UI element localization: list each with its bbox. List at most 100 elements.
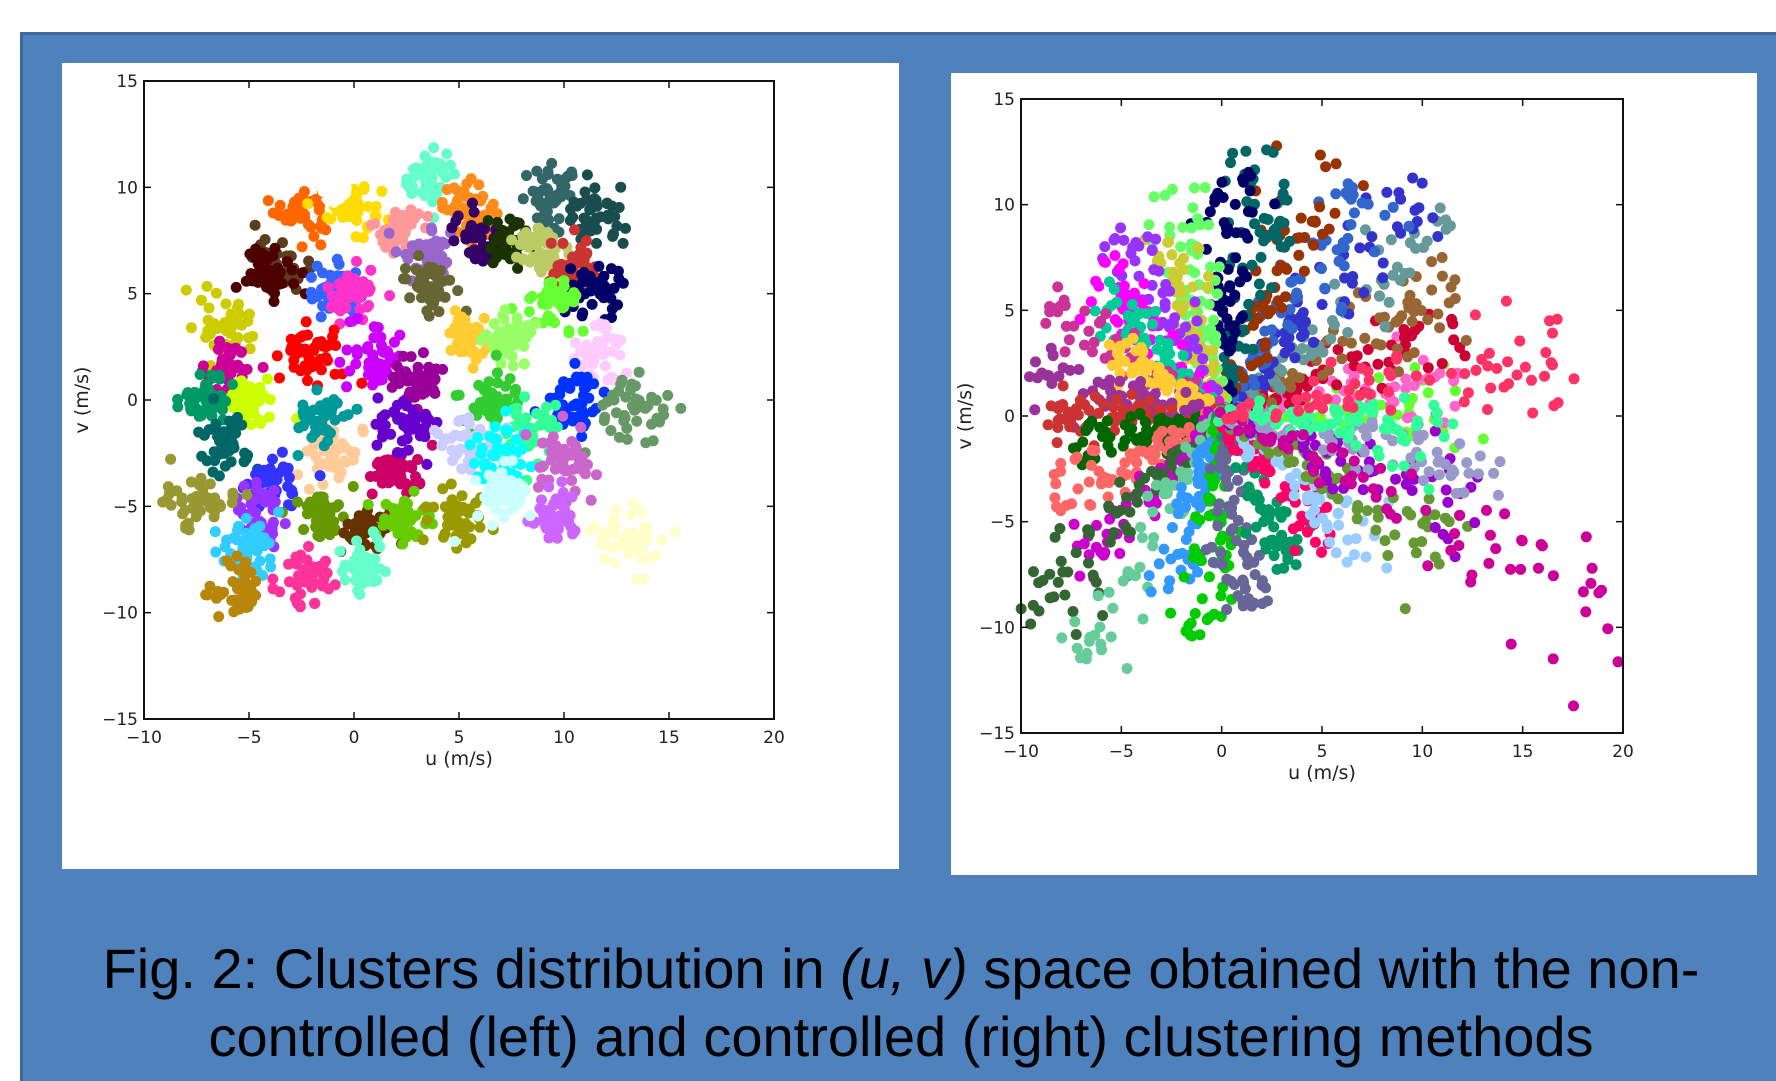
y-tick-label: −15 [102, 710, 138, 730]
scatter-point [463, 503, 475, 515]
scatter-point [1406, 315, 1418, 327]
scatter-point [1130, 345, 1142, 357]
scatter-point [455, 430, 467, 442]
scatter-point [323, 583, 335, 595]
scatter-point [308, 230, 320, 242]
scatter-point [319, 411, 331, 423]
scatter-point [1249, 569, 1261, 581]
scatter-point [547, 431, 559, 443]
scatter-point [1060, 320, 1072, 332]
scatter-point [1299, 232, 1311, 243]
scatter-point [1324, 536, 1336, 548]
scatter-point [627, 497, 639, 509]
scatter-point [1266, 324, 1278, 336]
scatter-point [1080, 653, 1092, 665]
scatter-point [446, 444, 458, 456]
scatter-point [468, 345, 480, 357]
scatter-point [1580, 531, 1592, 543]
scatter-point [635, 401, 646, 413]
scatter-point [1157, 287, 1169, 299]
scatter-point [311, 500, 323, 512]
scatter-point [550, 493, 562, 505]
scatter-point [1117, 403, 1129, 415]
scatter-point [449, 536, 461, 547]
scatter-point [1247, 343, 1259, 355]
scatter-point [1421, 235, 1433, 247]
scatter-point [163, 488, 175, 500]
scatter-point [1427, 212, 1439, 224]
scatter-point [502, 424, 514, 436]
scatter-point [1369, 246, 1381, 258]
scatter-point [1261, 352, 1273, 364]
scatter-point [566, 170, 578, 181]
scatter-point [543, 532, 555, 544]
scatter-point [196, 450, 208, 462]
scatter-point [1304, 410, 1316, 422]
scatter-point [221, 555, 233, 567]
scatter-point [1072, 409, 1084, 421]
scatter-point [298, 524, 310, 535]
scatter-point [221, 323, 233, 335]
scatter-point [1393, 314, 1405, 326]
scatter-point [1105, 385, 1117, 397]
scatter-point [1314, 201, 1326, 213]
scatter-point [1434, 202, 1446, 214]
scatter-point [1182, 492, 1194, 504]
scatter-point [1375, 462, 1387, 474]
scatter-point [557, 237, 569, 249]
scatter-point [1415, 451, 1426, 462]
scatter-point [196, 405, 207, 417]
scatter-point [1432, 308, 1444, 320]
scatter-point [506, 234, 518, 246]
scatter-point [1175, 241, 1187, 253]
scatter-point [1293, 520, 1305, 532]
scatter-point [241, 489, 253, 501]
scatter-point [190, 511, 202, 523]
scatter-point [1453, 540, 1465, 551]
scatter-point [1186, 630, 1198, 642]
scatter-point [1260, 337, 1271, 349]
scatter-point [1254, 395, 1265, 407]
scatter-point [1151, 479, 1162, 491]
scatter-point [528, 436, 540, 448]
scatter-point [302, 375, 313, 387]
scatter-point [1133, 479, 1145, 491]
scatter-point [610, 338, 622, 350]
scatter-point [327, 331, 338, 343]
scatter-point [1127, 242, 1139, 253]
scatter-point [422, 414, 434, 426]
scatter-point [631, 415, 643, 427]
scatter-point [1401, 412, 1413, 424]
scatter-point [204, 404, 216, 416]
scatter-point [466, 326, 478, 338]
scatter-point [1547, 653, 1559, 665]
scatter-point [1432, 416, 1444, 428]
scatter-point [387, 213, 399, 225]
scatter-point [1085, 459, 1097, 471]
scatter-point [472, 432, 484, 444]
scatter-point [1239, 228, 1251, 240]
scatter-point [1083, 549, 1095, 561]
scatter-point [1124, 506, 1136, 518]
scatter-point [1246, 259, 1258, 271]
scatter-point [1436, 252, 1448, 263]
scatter-point [273, 506, 285, 518]
scatter-point [428, 384, 439, 396]
scatter-point [1225, 157, 1236, 169]
scatter-point [510, 383, 522, 395]
scatter-point [636, 552, 648, 564]
scatter-point [540, 299, 552, 311]
scatter-point [1153, 361, 1165, 373]
scatter-point [456, 490, 468, 502]
scatter-point [366, 488, 378, 500]
scatter-point [467, 362, 479, 374]
scatter-point [226, 378, 238, 390]
scatter-point [1306, 215, 1318, 227]
scatter-point [1207, 345, 1219, 357]
scatter-point [205, 502, 217, 514]
scatter-point [491, 216, 503, 228]
scatter-point [1264, 466, 1276, 478]
scatter-point [1387, 201, 1399, 213]
scatter-point [490, 349, 502, 361]
scatter-point [1032, 372, 1043, 384]
